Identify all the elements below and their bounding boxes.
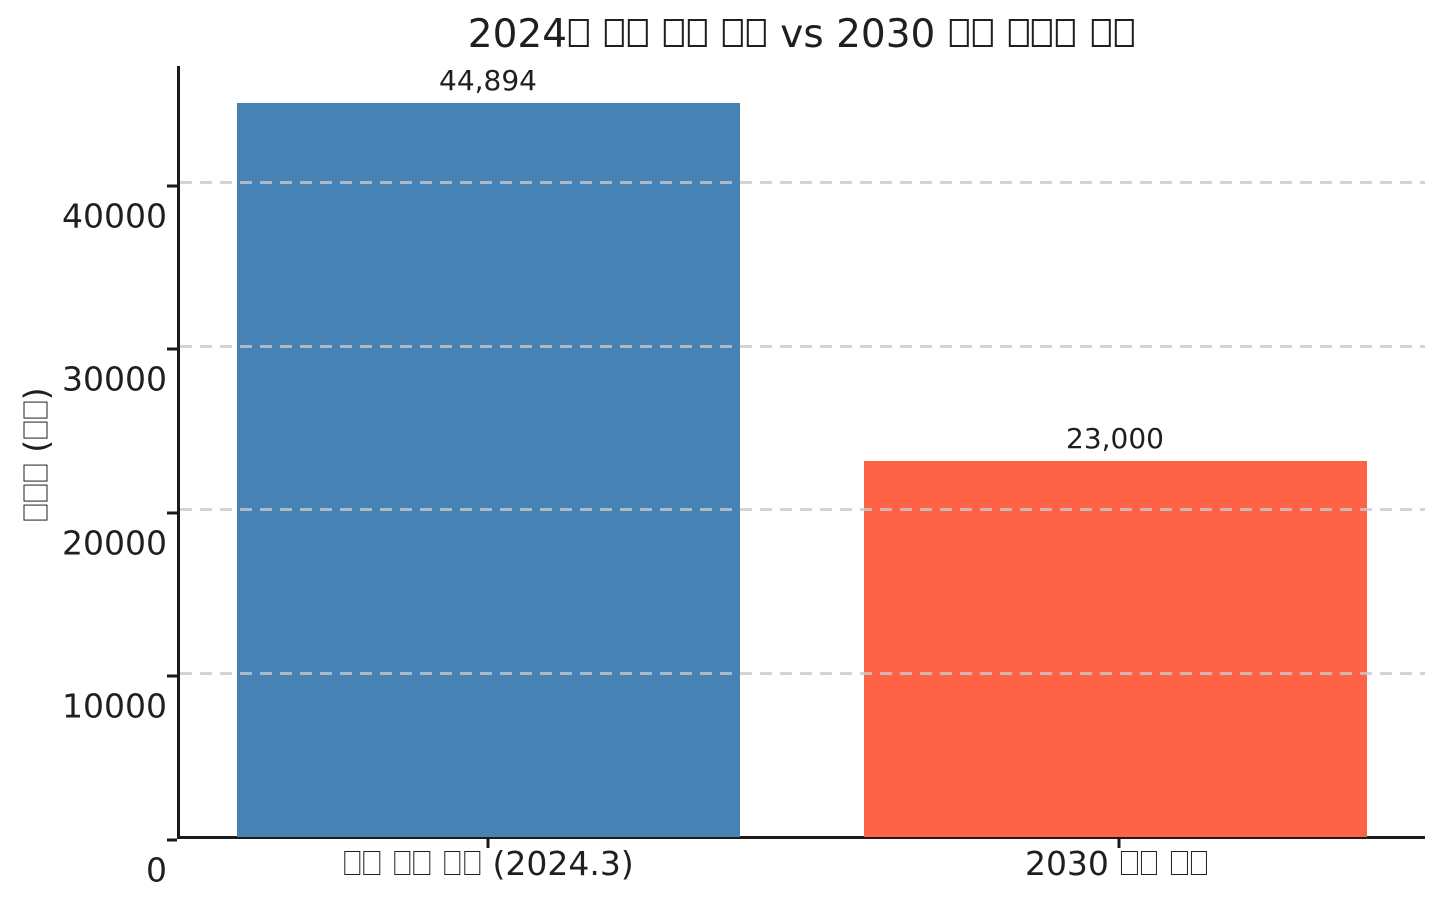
- y-tick-label: 0: [146, 850, 167, 890]
- missing-glyph-box: [723, 18, 743, 47]
- missing-glyph-box: [413, 850, 431, 875]
- missing-glyph-box: [973, 18, 993, 47]
- bar-2030-target: [864, 460, 1367, 837]
- plot-area: 44,894 23,000: [180, 66, 1425, 837]
- missing-glyph-box: [394, 850, 411, 875]
- x-tick-mark: [486, 839, 490, 848]
- missing-glyph-box: [1055, 18, 1076, 47]
- y-axis-spine: [177, 66, 180, 839]
- missing-glyph-box: [1114, 18, 1135, 47]
- chart-title: 2024 vs 2030: [468, 14, 1136, 56]
- bar-value-label: 44,894: [439, 63, 537, 97]
- missing-glyph-box: [1140, 850, 1158, 875]
- x-tick-label-current: (2024.3): [342, 845, 634, 882]
- y-gridline: [180, 508, 1425, 512]
- x-axis-spine: [177, 836, 1425, 839]
- missing-glyph-box: [687, 18, 707, 47]
- missing-glyph-box: [569, 18, 589, 47]
- missing-glyph-box: [1121, 850, 1138, 875]
- y-gridline: [180, 181, 1425, 185]
- missing-glyph-box: [949, 18, 970, 47]
- missing-glyph-box: [23, 464, 48, 482]
- missing-glyph-box: [23, 401, 48, 419]
- x-tick-mark: [1117, 839, 1121, 848]
- y-tick-label: 10000: [62, 686, 167, 726]
- y-tick-mark: [167, 347, 177, 351]
- missing-glyph-box: [23, 421, 48, 439]
- missing-glyph-box: [1008, 18, 1029, 47]
- y-tick-label: 40000: [62, 196, 167, 236]
- y-tick-mark: [167, 184, 177, 188]
- missing-glyph-box: [746, 18, 766, 47]
- y-gridline: [180, 671, 1425, 675]
- missing-glyph-box: [343, 850, 361, 875]
- missing-glyph-box: [663, 18, 684, 47]
- y-tick-label: 20000: [62, 523, 167, 563]
- missing-glyph-box: [1171, 850, 1188, 875]
- missing-glyph-box: [628, 18, 648, 47]
- missing-glyph-box: [363, 850, 381, 875]
- missing-glyph-box: [1190, 850, 1208, 875]
- bar-current-capacity: [237, 102, 740, 837]
- bar-value-label: 23,000: [1066, 421, 1164, 455]
- x-tick-label-2030: 2030: [1025, 845, 1209, 882]
- missing-glyph-box: [1032, 18, 1052, 47]
- missing-glyph-box: [444, 850, 461, 875]
- y-tick-label: 30000: [62, 359, 167, 399]
- y-gridline: [180, 344, 1425, 348]
- missing-glyph-box: [604, 18, 625, 47]
- missing-glyph-box: [23, 484, 48, 502]
- missing-glyph-box: [23, 504, 48, 521]
- y-axis-label: (): [17, 387, 56, 522]
- y-tick-mark: [167, 674, 177, 678]
- y-tick-mark: [167, 511, 177, 515]
- missing-glyph-box: [1091, 18, 1111, 47]
- y-tick-mark: [167, 838, 177, 842]
- missing-glyph-box: [463, 850, 481, 875]
